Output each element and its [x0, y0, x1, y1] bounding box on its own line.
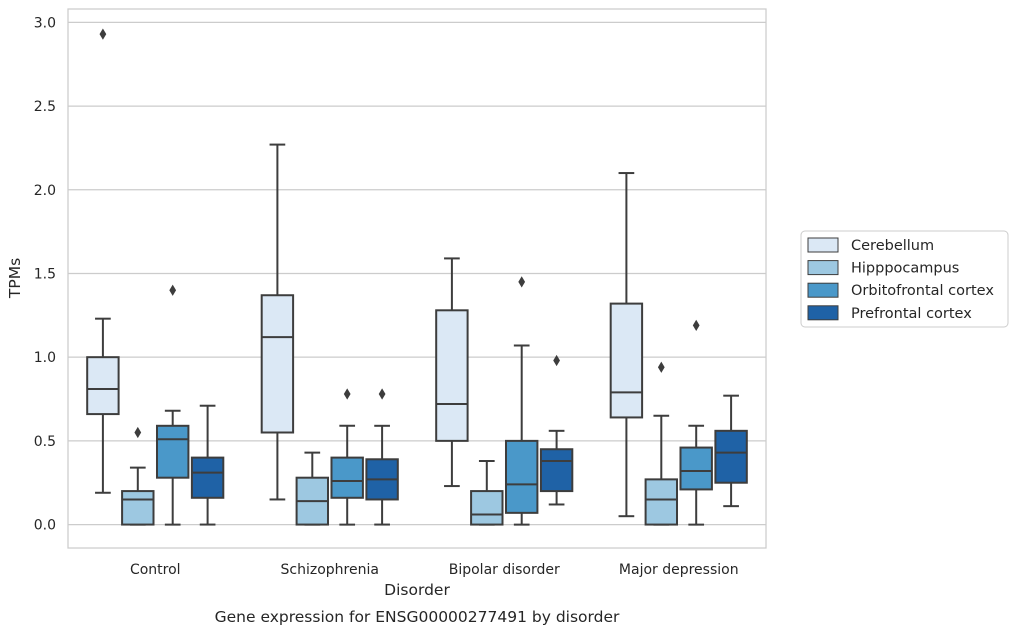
y-tick-label: 2.5 [34, 99, 56, 115]
x-axis-title: Disorder [384, 581, 450, 599]
outlier-point [378, 388, 386, 400]
x-tick-label: Schizophrenia [281, 562, 379, 578]
plot-frame [67, 8, 767, 549]
outlier-point [692, 319, 700, 331]
box-iqr [190, 456, 225, 499]
legend-label: Cerebellum [851, 238, 934, 254]
box-cerebellum [435, 257, 469, 488]
legend: Cerebellum Hipppocampus Orbitofrontal cort… [800, 230, 1009, 328]
box-iqr [121, 490, 155, 526]
box-hipppocampus [121, 426, 155, 526]
y-tick-label: 1.0 [34, 350, 56, 366]
box-iqr [435, 309, 469, 442]
box-iqr [260, 294, 295, 434]
box-hipppocampus [470, 459, 504, 526]
chart-caption: Gene expression for ENSG00000277491 by d… [215, 608, 620, 626]
box-iqr [86, 356, 120, 416]
y-tick-label: 0.5 [34, 434, 56, 450]
legend-swatch [807, 305, 839, 321]
legend-label: Prefrontal cortex [851, 306, 972, 322]
outlier-point [169, 284, 177, 296]
legend-label: Hipppocampus [851, 261, 959, 277]
outlier-point [657, 361, 665, 373]
outlier-point [99, 28, 107, 40]
box-iqr [470, 490, 504, 526]
box-orbitofrontal-cortex [330, 388, 364, 526]
box-cerebellum [86, 28, 120, 494]
box-iqr [714, 429, 748, 484]
y-tick-label: 2.0 [34, 183, 56, 199]
legend-label: Orbitofrontal cortex [851, 283, 994, 299]
x-tick-label: Control [130, 562, 181, 578]
box-iqr [504, 439, 539, 514]
box-prefrontal-cortex [365, 388, 399, 526]
y-tick-labels: 0.0 0.5 1.0 1.5 2.0 2.5 3.0 [34, 15, 56, 533]
legend-swatch [807, 282, 839, 298]
box-prefrontal-cortex [539, 354, 574, 506]
y-tick-label: 3.0 [34, 15, 56, 31]
x-tick-label: Bipolar disorder [449, 562, 560, 578]
box-hipppocampus [295, 451, 330, 526]
box-hipppocampus [644, 361, 679, 526]
box-iqr [330, 456, 364, 499]
x-tick-labels: Control Schizophrenia Bipolar disorder Majo… [130, 562, 739, 578]
legend-frame [800, 230, 1009, 328]
box-prefrontal-cortex [190, 404, 225, 526]
box-prefrontal-cortex [714, 394, 748, 508]
box-group [86, 28, 748, 526]
outlier-point [134, 426, 142, 439]
box-orbitofrontal-cortex [504, 276, 539, 526]
y-axis-title: TPMs [6, 258, 24, 299]
box-iqr [155, 424, 190, 479]
box-cerebellum [260, 143, 295, 501]
box-orbitofrontal-cortex [155, 284, 190, 526]
outlier-point [343, 388, 351, 400]
box-iqr [679, 446, 713, 491]
x-tick-label: Major depression [619, 562, 739, 578]
box-iqr [539, 448, 574, 493]
legend-swatch [807, 260, 839, 276]
box-iqr [609, 302, 644, 419]
outlier-point [553, 354, 560, 367]
y-tick-label: 0.0 [34, 518, 56, 534]
box-iqr [644, 478, 679, 526]
box-orbitofrontal-cortex [679, 319, 713, 526]
box-cerebellum [609, 172, 644, 518]
outlier-point [518, 276, 526, 288]
y-tick-label: 1.5 [34, 266, 56, 282]
legend-swatch [807, 237, 839, 253]
